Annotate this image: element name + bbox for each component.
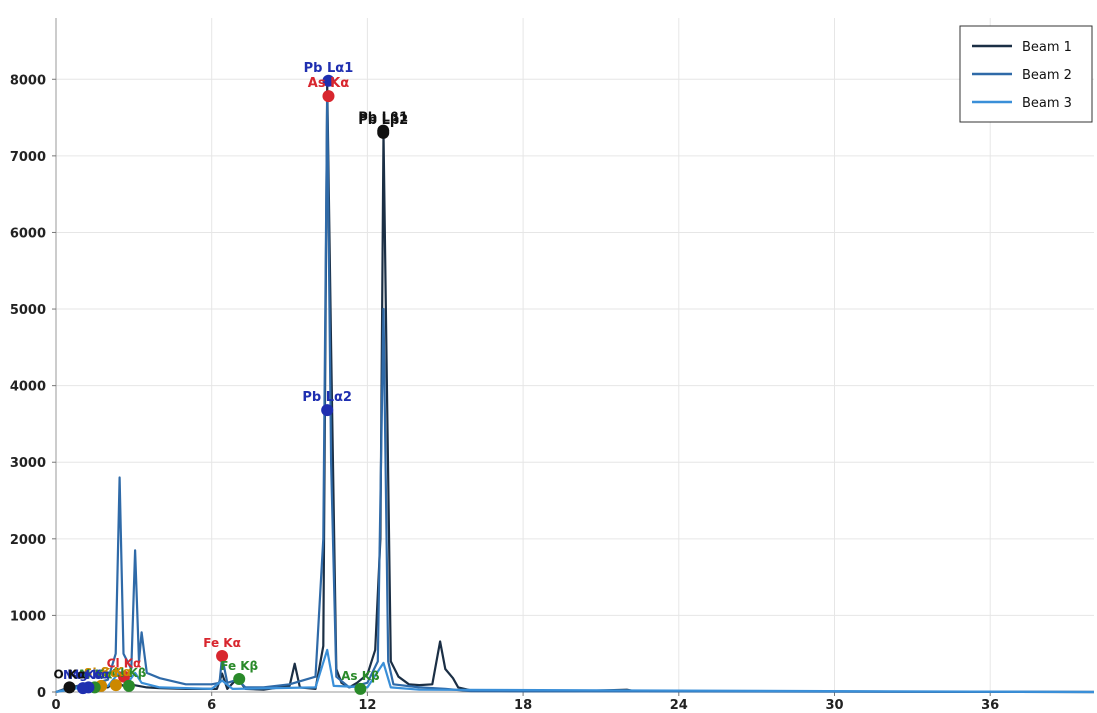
x-tick-label: 12: [358, 698, 376, 713]
y-tick-label: 3000: [10, 456, 46, 471]
peak-label: Pb Lα2: [302, 390, 352, 405]
peak-marker: [322, 74, 335, 87]
y-tick-label: 1000: [10, 609, 46, 624]
series-lines: [55, 82, 1095, 694]
peak-marker: [377, 126, 390, 139]
axes: 0 6 12 18 24 30 36 0 1000 2000 3000 4000 5000 6000 700…: [10, 18, 1094, 713]
peak-label: As Kβ: [341, 669, 380, 683]
peak-label: Pb Lα1: [304, 61, 354, 76]
x-tick-label: 24: [670, 698, 688, 713]
peak-marker: [109, 679, 122, 692]
peak-marker: [322, 90, 335, 103]
x-tick-label: 6: [207, 698, 216, 713]
y-tick-label: 8000: [10, 73, 46, 88]
peak-label: Fe Kα: [203, 636, 241, 650]
x-tick-label: 30: [825, 698, 843, 713]
y-tick-label: 2000: [10, 533, 46, 548]
peak-label: Na Kα: [63, 668, 103, 682]
peak-label: Si Kα: [84, 666, 118, 680]
legend-label: Beam 1: [1022, 40, 1072, 55]
peak-marker: [122, 679, 135, 692]
peak-label: Al Kα: [77, 667, 112, 681]
peak-marker: [117, 670, 130, 683]
peak-marker: [76, 682, 89, 695]
legend-label: Beam 3: [1022, 96, 1072, 111]
peak-marker: [63, 681, 76, 694]
legend: Beam 1 Beam 2 Beam 3: [959, 25, 1093, 123]
x-tick-label: 18: [514, 698, 532, 713]
legend-label: Beam 2: [1022, 68, 1072, 83]
peak-marker: [321, 404, 334, 417]
peak-marker: [233, 672, 246, 685]
peak-label: Cl Kα: [107, 657, 142, 671]
y-tick-label: 4000: [10, 380, 46, 395]
y-tick-label: 0: [37, 686, 46, 701]
x-tick-label: 0: [51, 698, 60, 713]
peak-marker: [216, 650, 229, 663]
series-line-beam-2: [55, 93, 1095, 694]
peak-label: Fe Kβ: [220, 659, 258, 673]
peak-marker: [354, 682, 367, 695]
y-tick-label: 6000: [10, 226, 46, 241]
peak-label: Pb Lβ2: [358, 113, 408, 128]
peak-label: Mg Kα: [67, 667, 109, 681]
peak-label: Pb Lβ1: [358, 111, 408, 126]
x-tick-label: 36: [981, 698, 999, 713]
peak-label: O Kα: [54, 667, 86, 681]
peak-label: Cl Kβ: [111, 666, 146, 680]
y-tick-label: 5000: [10, 303, 46, 318]
series-line-beam-3: [55, 648, 1095, 694]
peak-label: As Kα: [308, 76, 349, 91]
peak-label: S Kα: [101, 665, 131, 679]
y-tick-label: 7000: [10, 150, 46, 165]
grid: [56, 18, 1094, 692]
